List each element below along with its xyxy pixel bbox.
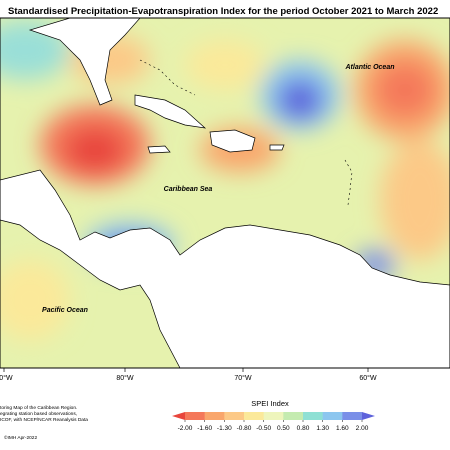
longitude-label: 90°W (0, 374, 13, 382)
colorbar-tick-label: -1.30 (217, 425, 232, 432)
colorbar-title: SPEI Index (251, 399, 289, 408)
colorbar-tick-label: -0.80 (237, 425, 252, 432)
colorbar-swatch (244, 412, 264, 420)
longitude-label: 60°W (359, 374, 377, 382)
longitude-label: 80°W (116, 374, 134, 382)
footer-line: ICOF, with NCEP/NCAR Reanalysis Data (0, 417, 88, 423)
colorbar-tick-label: -1.60 (197, 425, 212, 432)
footer-line: toring Map of the Caribbean Region. (0, 405, 77, 411)
colorbar-tick-label: 2.00 (356, 425, 369, 432)
ocean-label: Atlantic Ocean (344, 64, 394, 71)
colorbar-swatch (342, 412, 363, 420)
colorbar-swatch (172, 412, 185, 420)
map-frame (0, 17, 450, 369)
map-title: Standardised Precipitation-Evapotranspir… (8, 6, 438, 17)
colorbar-swatch (204, 412, 225, 420)
ocean-label: Pacific Ocean (42, 307, 88, 314)
land (0, 18, 450, 368)
longitude-label: 70°W (234, 374, 252, 382)
colorbar-tick-label: 0.80 (297, 425, 310, 432)
colorbar-swatch (322, 412, 343, 420)
footer-line: egrating station based observations, (0, 411, 77, 417)
colorbar-tick-label: 1.60 (336, 425, 349, 432)
spei-field (0, 18, 450, 368)
colorbar-swatch (224, 412, 245, 420)
footer-credit: ©IMH Apr-2022 (4, 434, 37, 441)
colorbar: -2.00 -1.60 -1.30 -0.80 -0.50 0.50 0.80 1.30 1.6… (172, 412, 375, 432)
colorbar-tick-label: -0.50 (256, 425, 271, 432)
longitude-axis: 90°W 80°W 70°W 60°W (0, 368, 377, 382)
colorbar-swatch (185, 412, 205, 420)
colorbar-swatch (362, 412, 375, 420)
colorbar-swatch (263, 412, 284, 420)
sea-label: Caribbean Sea (164, 186, 213, 193)
colorbar-swatch (303, 412, 323, 420)
colorbar-tick-label: 0.50 (277, 425, 290, 432)
colorbar-tick-label: -2.00 (178, 425, 193, 432)
colorbar-tick-label: 1.30 (316, 425, 329, 432)
colorbar-swatch (283, 412, 304, 420)
